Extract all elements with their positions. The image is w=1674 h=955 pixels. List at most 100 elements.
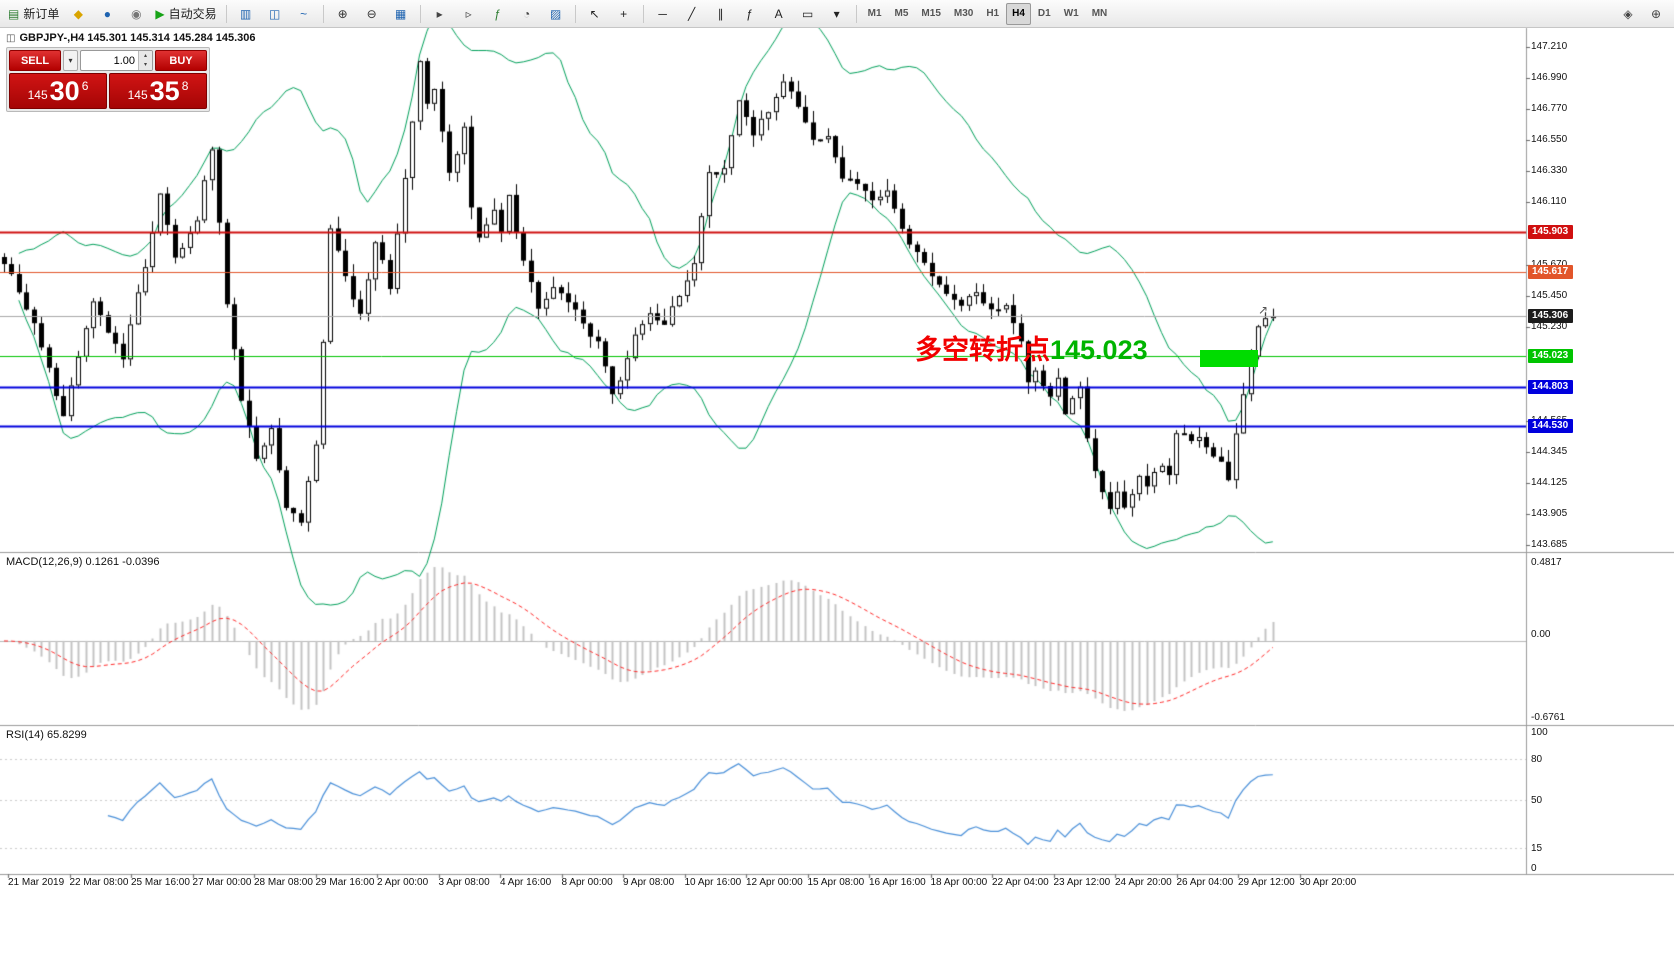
macd-scale-zero: 0.00: [1531, 628, 1551, 640]
order-options-dropdown[interactable]: ▾: [63, 50, 78, 71]
volume-decrease-button[interactable]: ▾: [139, 60, 152, 70]
fibonacci-icon[interactable]: ƒ: [736, 2, 764, 26]
timeframe-h1-label: H1: [986, 8, 1000, 19]
sell-button[interactable]: SELL: [9, 50, 61, 71]
sell-price-prefix: 145: [27, 88, 48, 102]
auto-trading-button-glyph: ▶: [155, 6, 165, 21]
price-level-tag: 145.023: [1528, 348, 1573, 363]
price-axis-tick-label: 143.685: [1531, 538, 1568, 550]
pan-hand-icon-glyph: ◈: [1623, 6, 1633, 21]
toolbar-separator: [574, 4, 576, 23]
timeframe-m15[interactable]: M15: [915, 3, 946, 25]
timeframe-d1[interactable]: D1: [1032, 3, 1057, 25]
zoom-out-icon-glyph: ⊖: [366, 6, 377, 21]
text-tool-icon[interactable]: A: [765, 2, 793, 26]
horizontal-line-icon[interactable]: ─: [649, 2, 677, 26]
price-axis-tick-label: 144.345: [1531, 445, 1568, 457]
zoom-out-icon[interactable]: ⊖: [358, 2, 386, 26]
main-toolbar: ▤ 新订单 ◆ ● ◉ ▶ 自动交易 ▥ ◫ ~ ⊕ ⊖ ▦ ▸ ▹ ƒ ◔ ▨ ↖ + ─ ╱ ∥ ƒ A ▭ ▾ M1 M5 M15 M…: [0, 0, 1674, 28]
price-axis-tick-label: 146.770: [1531, 103, 1568, 115]
indicators-list-icon[interactable]: ƒ: [484, 2, 512, 26]
templates-icon-glyph: ▨: [549, 6, 562, 21]
annotation-value: 145.023: [1050, 335, 1148, 365]
auto-trading-button[interactable]: ▶ 自动交易: [151, 2, 220, 26]
volume-increase-button[interactable]: ▴: [139, 51, 152, 61]
tile-windows-icon[interactable]: ▦: [387, 2, 415, 26]
objects-dropdown-icon[interactable]: ▾: [823, 2, 851, 26]
timeframe-h4[interactable]: H4: [1006, 2, 1031, 25]
chart-symbol-icon: ◫: [6, 32, 16, 44]
timeframe-m30[interactable]: M30: [948, 3, 979, 25]
one-click-price-row: 145 30 6 145 35 8: [9, 73, 207, 109]
data-window-icon[interactable]: ◉: [122, 2, 150, 26]
pan-hand-icon[interactable]: ◈: [1614, 2, 1642, 26]
sell-price-button[interactable]: 145 30 6: [9, 73, 107, 109]
price-axis-tick-label: 146.110: [1531, 196, 1567, 208]
timeframe-m5-label: M5: [894, 8, 909, 19]
time-axis-label: 15 Apr 08:00: [807, 877, 865, 888]
time-axis-label: 18 Apr 00:00: [930, 877, 988, 888]
volume-value[interactable]: 1.00: [113, 54, 135, 67]
candlestick-chart-icon[interactable]: ◫: [261, 2, 289, 26]
time-axis-label: 30 Apr 20:00: [1299, 877, 1357, 888]
price-axis-tick-label: 147.210: [1531, 41, 1568, 53]
timeframe-w1[interactable]: W1: [1058, 3, 1085, 25]
time-axis-label: 26 Apr 04:00: [1176, 877, 1234, 888]
crosshair-icon[interactable]: +: [610, 2, 638, 26]
zoom-in-icon-glyph: ⊕: [337, 6, 348, 21]
templates-icon[interactable]: ▨: [542, 2, 570, 26]
sell-price-sup: 6: [81, 79, 89, 93]
time-axis-label: 12 Apr 00:00: [746, 877, 803, 888]
timeframe-h1[interactable]: H1: [980, 3, 1005, 25]
highlight-box: [1200, 350, 1258, 367]
annotation-text: 多空转折点: [915, 335, 1050, 365]
price-axis-tick-label: 145.670: [1531, 258, 1568, 270]
cursor-icon[interactable]: ↖: [581, 2, 609, 26]
time-axis-label: 29 Mar 16:00: [315, 877, 375, 888]
market-watch-icon[interactable]: ●: [93, 2, 121, 26]
line-chart-icon[interactable]: ~: [290, 2, 318, 26]
buy-price-big: 35: [149, 75, 180, 106]
one-click-top-row: SELL ▾ 1.00 ▴ ▾ BUY: [9, 50, 207, 71]
price-axis-tick-label: 143.905: [1531, 507, 1568, 519]
symbol-ohlc-text: GBPJPY-,H4 145.301 145.314 145.284 145.3…: [19, 32, 256, 44]
trendline-icon[interactable]: ╱: [678, 2, 706, 26]
periods-icon[interactable]: ◔: [513, 2, 541, 26]
chart-shift-icon[interactable]: ▹: [455, 2, 483, 26]
buy-button[interactable]: BUY: [155, 50, 207, 71]
chart-profiles-icon[interactable]: ◆: [64, 2, 92, 26]
volume-field[interactable]: 1.00 ▴ ▾: [80, 50, 153, 71]
one-click-trading-panel: SELL ▾ 1.00 ▴ ▾ BUY 145 30 6 145 35: [6, 47, 210, 112]
time-axis-label: 4 Apr 16:00: [500, 877, 552, 888]
buy-price-button[interactable]: 145 35 8: [109, 73, 207, 109]
new-order-button[interactable]: ▤ 新订单: [4, 2, 63, 26]
time-axis-label: 21 Mar 2019: [8, 877, 65, 888]
toolbar-right-group: ◈ ⊕: [1614, 2, 1670, 26]
price-axis-tick-label: 146.550: [1531, 134, 1568, 146]
indicators-list-icon-glyph: ƒ: [494, 6, 501, 21]
time-axis-label: 8 Apr 00:00: [561, 877, 613, 888]
bar-chart-icon[interactable]: ▥: [232, 2, 260, 26]
chart-shift-icon-glyph: ▹: [465, 6, 472, 21]
rsi-scale-label: 0: [1531, 863, 1537, 874]
price-axis-tick-label: 146.330: [1531, 165, 1568, 177]
time-axis-label: 29 Apr 12:00: [1238, 877, 1295, 888]
line-chart-icon-glyph: ~: [300, 6, 308, 21]
magnifier-icon-glyph: ⊕: [1650, 6, 1662, 21]
arrow-label-icon[interactable]: ▭: [794, 2, 822, 26]
macd-scale-max: 0.4817: [1531, 557, 1562, 568]
timeframe-m15-label: M15: [921, 8, 941, 19]
magnifier-icon[interactable]: ⊕: [1642, 2, 1670, 26]
timeframe-m1[interactable]: M1: [862, 3, 888, 25]
trendline-icon-glyph: ╱: [687, 6, 696, 21]
timeframe-mn[interactable]: MN: [1086, 3, 1114, 25]
auto-scroll-icon[interactable]: ▸: [426, 2, 454, 26]
timeframe-d1-label: D1: [1037, 8, 1051, 19]
timeframe-m5[interactable]: M5: [889, 3, 915, 25]
timeframe-m1-label: M1: [867, 8, 882, 19]
zoom-in-icon[interactable]: ⊕: [329, 2, 357, 26]
timeframe-m30-label: M30: [953, 8, 974, 19]
equidistant-channel-icon[interactable]: ∥: [707, 2, 735, 26]
time-axis-label: 9 Apr 08:00: [623, 877, 675, 888]
